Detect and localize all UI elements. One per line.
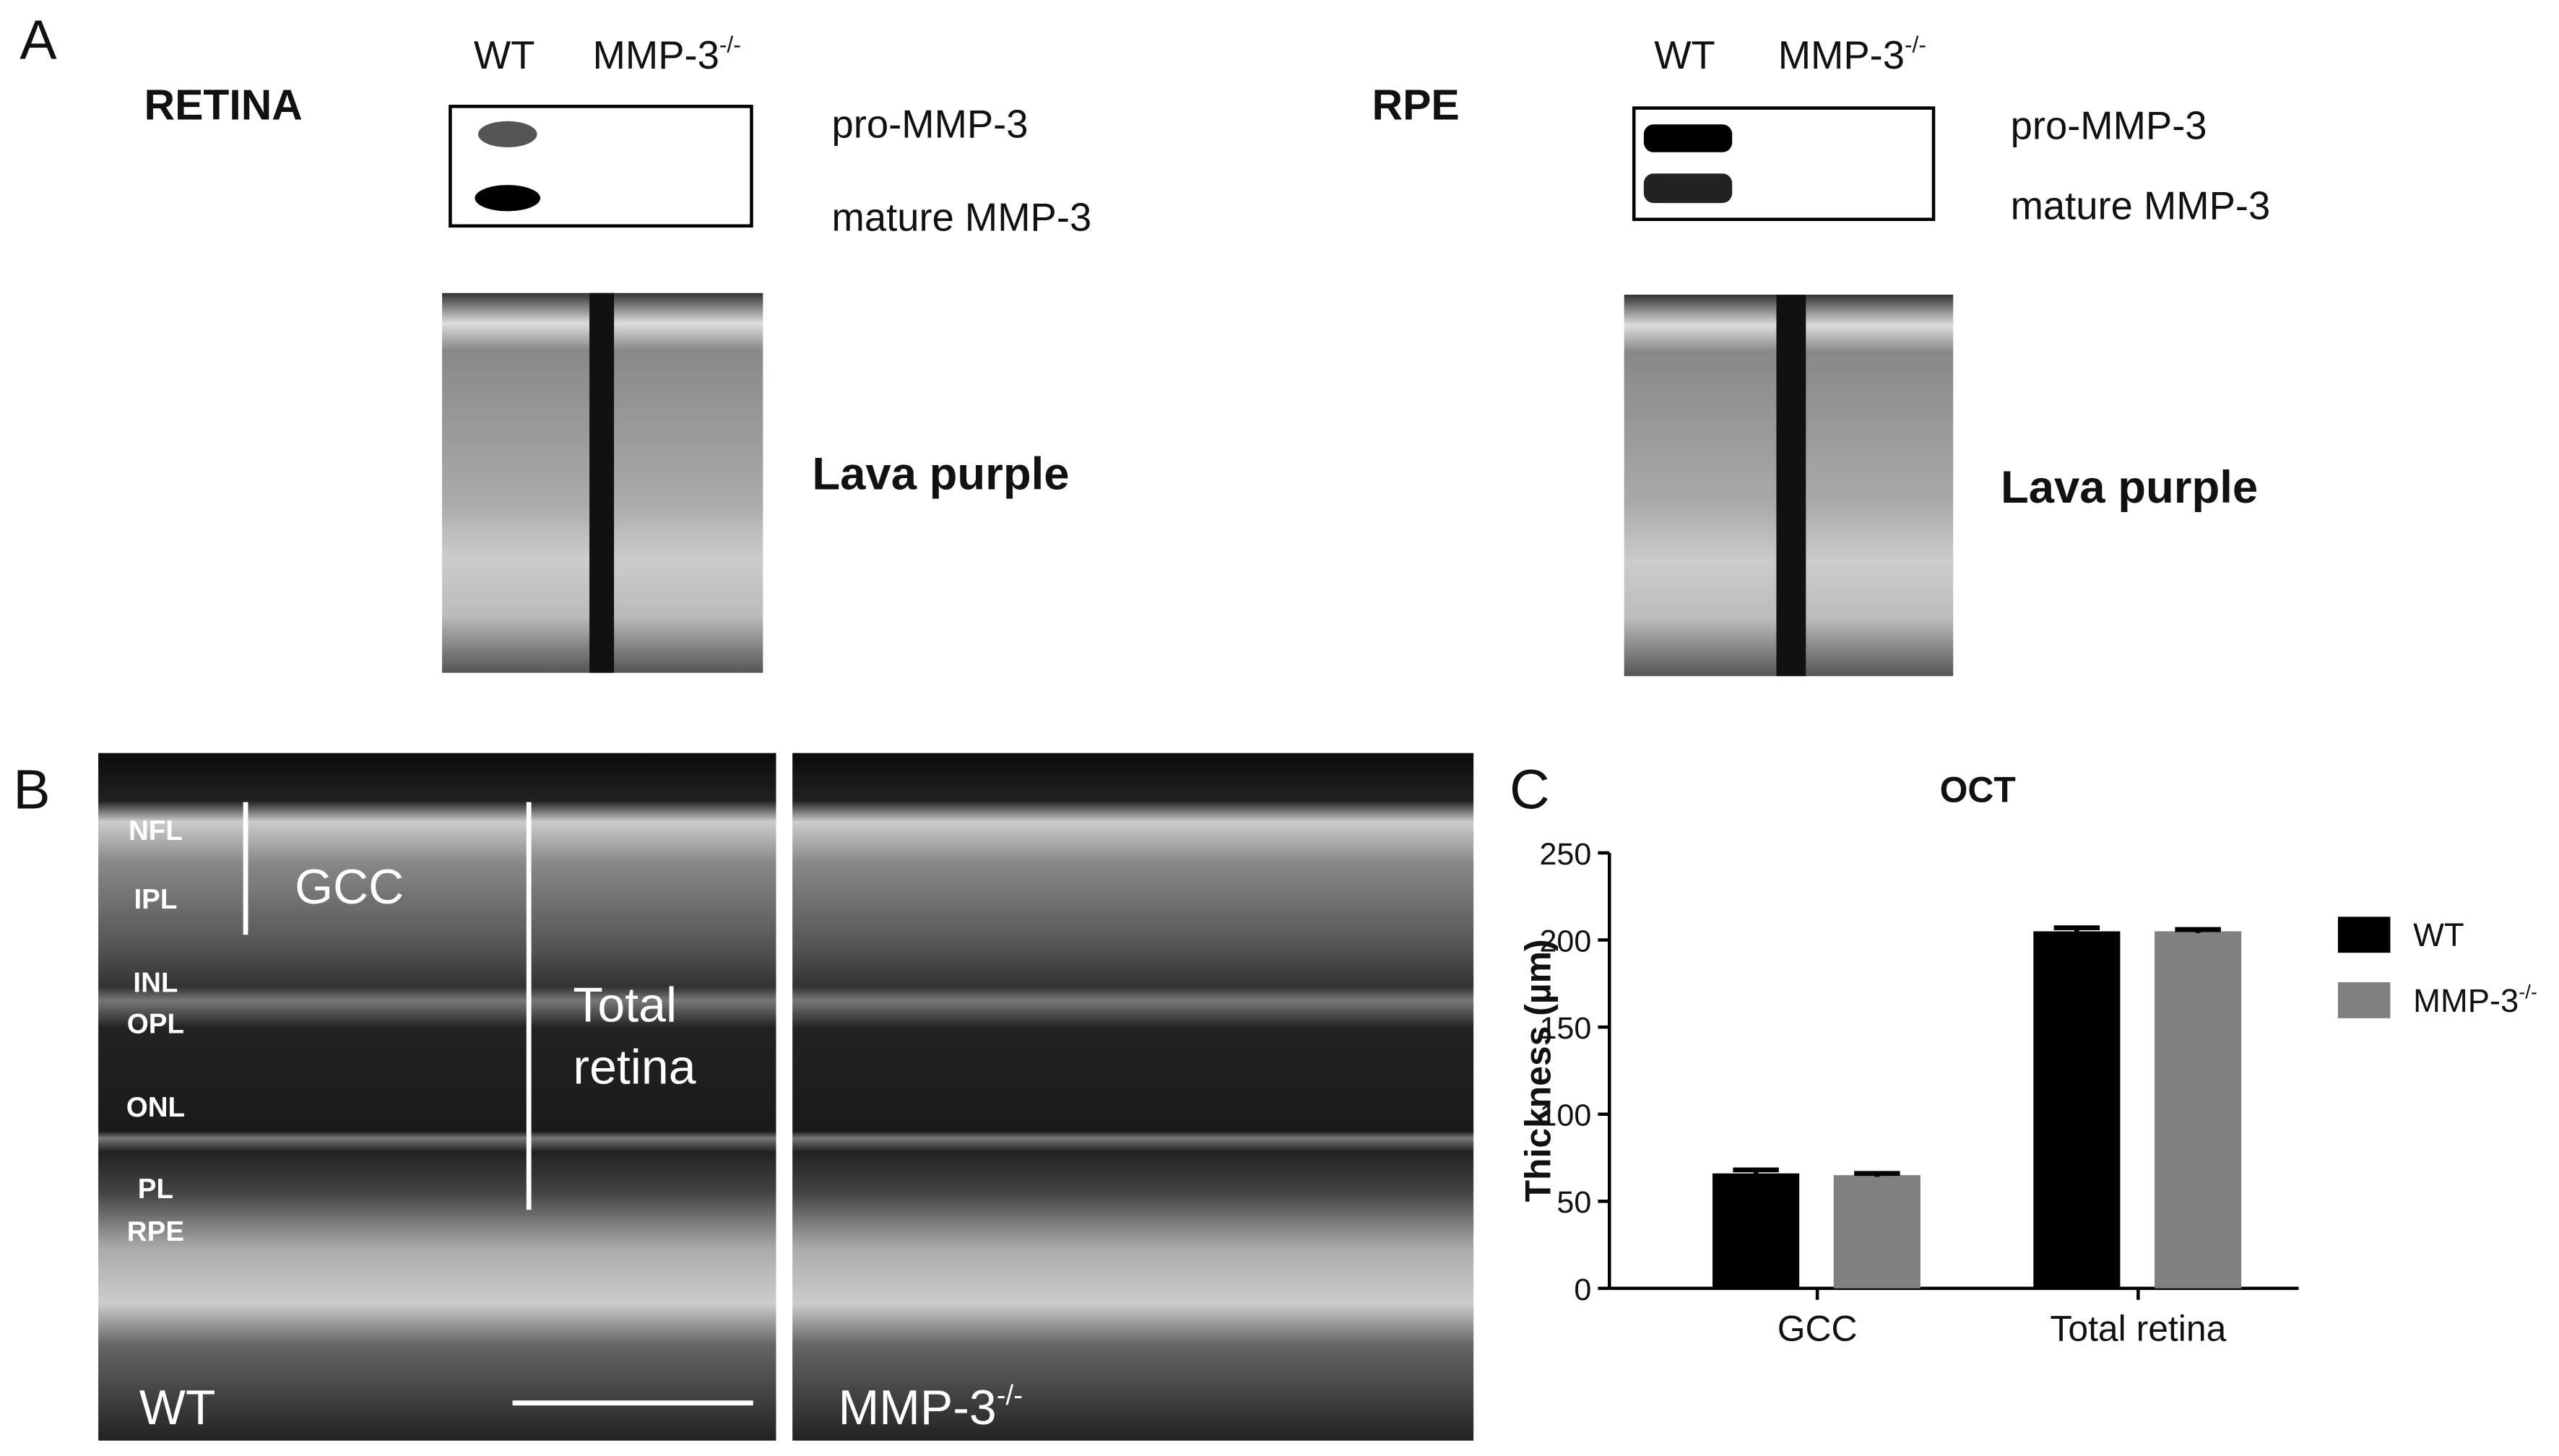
band-label: mature MMP-3 [832, 196, 1092, 240]
bar [2155, 931, 2242, 1288]
panel-letter: B [13, 759, 50, 821]
x-tick-label: GCC [1778, 1308, 1858, 1348]
x-tick-label: Total retina [2050, 1308, 2226, 1348]
y-tick-label: 200 [1539, 924, 1591, 958]
error-bar [2175, 927, 2221, 933]
blot-title: RETINA [144, 82, 303, 129]
legend-label: WT [2413, 916, 2464, 953]
layer-labels: NFL IPL INL OPL ONL PL RPE [126, 815, 185, 1247]
band-label: mature MMP-3 [2011, 184, 2271, 228]
legend-label: MMP-3-/- [2413, 981, 2537, 1019]
lane-label: MMP-3-/- [593, 32, 741, 78]
layer-label: INL [133, 968, 178, 999]
blot-title: RPE [1372, 82, 1460, 129]
legend-sup: -/- [2519, 981, 2537, 1003]
y-tick-label: 100 [1539, 1098, 1591, 1133]
legend-name: MMP-3 [2413, 982, 2519, 1019]
chart: OCT Thickness (µm) 0 50 100 150 200 250 GCC Tot… [1518, 770, 2537, 1349]
lane-label: MMP-3-/- [1778, 32, 1926, 78]
loading-label: Lava purple [812, 449, 1069, 500]
y-tick-label: 150 [1539, 1011, 1591, 1046]
layer-label: PL [138, 1174, 173, 1205]
band-label: pro-MMP-3 [2011, 104, 2207, 148]
image-label: MMP-3-/- [839, 1380, 1023, 1435]
loading-label: Lava purple [2001, 462, 2258, 513]
legend-swatch [2337, 982, 2391, 1018]
band [475, 185, 541, 212]
chart-title: OCT [1940, 770, 2016, 810]
oct-image [98, 753, 776, 1441]
band [1643, 173, 1733, 204]
image-label: WT [139, 1380, 216, 1435]
band-label: pro-MMP-3 [832, 102, 1029, 146]
error-bar [1733, 1167, 1779, 1177]
band [477, 121, 537, 148]
layer-label: OPL [127, 1008, 184, 1039]
bar [1713, 1173, 1800, 1288]
panel-letter: C [1510, 759, 1550, 821]
band [1643, 124, 1733, 152]
total-label: retina [573, 1040, 696, 1095]
error-bar [2053, 925, 2100, 935]
legend-swatch [2337, 916, 2391, 953]
layer-label: RPE [127, 1216, 184, 1247]
y-tick-label: 250 [1539, 837, 1591, 872]
gel-gap [1776, 295, 1806, 677]
panel-letter: A [20, 9, 57, 72]
layer-label: NFL [129, 815, 183, 846]
gcc-label: GCC [295, 859, 404, 914]
rpe-blot: RPE WT MMP-3-/- pro-MMP-3 mature MMP-3 L… [1372, 32, 2271, 677]
gel-gap [589, 292, 615, 673]
total-label: Total [573, 977, 677, 1032]
error-bar [1854, 1171, 1900, 1177]
bar [2033, 931, 2121, 1288]
legend-name: WT [2413, 916, 2464, 953]
y-tick-label: 50 [1556, 1185, 1591, 1220]
y-tick-label: 0 [1574, 1273, 1591, 1307]
bar [1833, 1175, 1921, 1288]
layer-label: ONL [126, 1092, 185, 1123]
lane-label: WT [1654, 33, 1715, 77]
y-axis-label: Thickness (µm) [1518, 939, 1559, 1202]
lane-label: WT [474, 33, 535, 77]
oct-image [792, 753, 1474, 1441]
layer-label: IPL [134, 884, 177, 915]
retina-blot: RETINA WT MMP-3-/- pro-MMP-3 mature MMP-… [144, 32, 1092, 673]
